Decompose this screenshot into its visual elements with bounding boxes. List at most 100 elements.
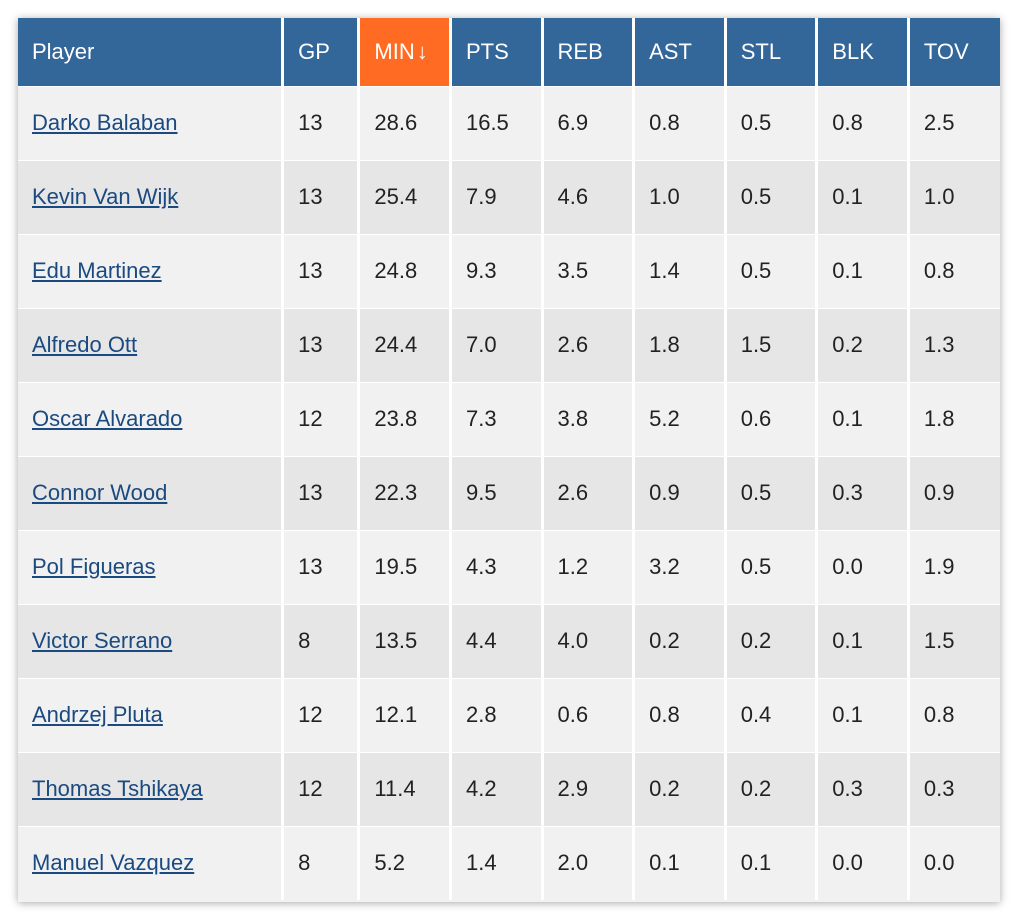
stat-cell-reb: 2.6 [542, 455, 636, 530]
column-header-gp[interactable]: GP [282, 18, 361, 86]
stat-cell-min: 12.1 [358, 677, 452, 752]
stat-cell-tov: 0.3 [908, 751, 1000, 826]
stat-cell-reb: 2.6 [542, 307, 636, 382]
stat-cell-reb: 2.9 [542, 751, 636, 826]
stat-cell-stl: 0.6 [725, 381, 819, 456]
player-name-link[interactable]: Edu Martinez [32, 258, 162, 283]
stat-cell-ast: 1.0 [633, 159, 727, 234]
stat-cell-tov: 0.0 [908, 825, 1000, 900]
stat-cell-blk: 0.3 [816, 455, 910, 530]
table-row: Kevin Van Wijk 13 25.4 7.9 4.6 1.0 0.5 0.1 1.0 [18, 159, 1000, 234]
player-name-link[interactable]: Victor Serrano [32, 628, 173, 653]
stat-cell-ast: 0.2 [633, 603, 727, 678]
player-cell: Thomas Tshikaya [18, 751, 285, 826]
stat-cell-reb: 2.0 [542, 825, 636, 900]
stat-cell-gp: 13 [282, 85, 361, 160]
stat-cell-pts: 7.3 [450, 381, 544, 456]
stat-cell-pts: 7.0 [450, 307, 544, 382]
stat-cell-blk: 0.1 [816, 233, 910, 308]
stat-cell-tov: 0.9 [908, 455, 1000, 530]
stat-cell-reb: 3.5 [542, 233, 636, 308]
stat-cell-gp: 13 [282, 529, 361, 604]
stat-cell-reb: 0.6 [542, 677, 636, 752]
stat-cell-stl: 0.5 [725, 529, 819, 604]
column-header-player[interactable]: Player [18, 18, 285, 86]
table-header-row: Player GP MIN↓ PTS REB AST STL BLK TOV [18, 18, 1000, 86]
stat-cell-pts: 7.9 [450, 159, 544, 234]
stat-cell-pts: 4.4 [450, 603, 544, 678]
stat-cell-ast: 0.1 [633, 825, 727, 900]
stat-cell-stl: 0.5 [725, 233, 819, 308]
stat-cell-ast: 0.8 [633, 677, 727, 752]
stat-cell-reb: 6.9 [542, 85, 636, 160]
stat-cell-blk: 0.0 [816, 825, 910, 900]
stat-cell-blk: 0.0 [816, 529, 910, 604]
stat-cell-gp: 8 [282, 603, 361, 678]
player-stats-table: Player GP MIN↓ PTS REB AST STL BLK TOV D… [18, 18, 1000, 900]
stat-cell-gp: 13 [282, 307, 361, 382]
column-header-label: MIN [374, 38, 415, 64]
player-name-link[interactable]: Alfredo Ott [32, 332, 138, 357]
column-header-pts[interactable]: PTS [450, 18, 544, 86]
stat-cell-min: 24.8 [358, 233, 452, 308]
stat-cell-min: 28.6 [358, 85, 452, 160]
player-name-link[interactable]: Connor Wood [32, 480, 168, 505]
table-row: Connor Wood 13 22.3 9.5 2.6 0.9 0.5 0.3 0.9 [18, 455, 1000, 530]
table-body: Darko Balaban 13 28.6 16.5 6.9 0.8 0.5 0.8 2.5 Ke… [18, 85, 1000, 900]
table-row: Manuel Vazquez 8 5.2 1.4 2.0 0.1 0.1 0.0 0.0 [18, 825, 1000, 900]
column-header-ast[interactable]: AST [633, 18, 727, 86]
stat-cell-ast: 5.2 [633, 381, 727, 456]
stat-cell-ast: 0.8 [633, 85, 727, 160]
stat-cell-gp: 12 [282, 677, 361, 752]
stat-cell-min: 22.3 [358, 455, 452, 530]
column-header-min[interactable]: MIN↓ [358, 18, 452, 86]
column-header-tov[interactable]: TOV [908, 18, 1000, 86]
column-header-label: AST [649, 38, 692, 64]
table-row: Victor Serrano 8 13.5 4.4 4.0 0.2 0.2 0.1 1.5 [18, 603, 1000, 678]
table-row: Thomas Tshikaya 12 11.4 4.2 2.9 0.2 0.2 0.3 0.3 [18, 751, 1000, 826]
stat-cell-blk: 0.1 [816, 603, 910, 678]
stat-cell-ast: 3.2 [633, 529, 727, 604]
stat-cell-pts: 4.3 [450, 529, 544, 604]
player-name-link[interactable]: Kevin Van Wijk [32, 184, 179, 209]
stat-cell-stl: 0.5 [725, 455, 819, 530]
table-row: Darko Balaban 13 28.6 16.5 6.9 0.8 0.5 0.8 2.5 [18, 85, 1000, 160]
stat-cell-reb: 1.2 [542, 529, 636, 604]
table-row: Pol Figueras 13 19.5 4.3 1.2 3.2 0.5 0.0 1.9 [18, 529, 1000, 604]
player-name-link[interactable]: Andrzej Pluta [32, 702, 163, 727]
player-name-link[interactable]: Manuel Vazquez [32, 850, 195, 876]
stat-cell-min: 24.4 [358, 307, 452, 382]
stat-cell-tov: 1.9 [908, 529, 1000, 604]
stat-cell-tov: 1.8 [908, 381, 1000, 456]
column-header-label: STL [740, 38, 782, 64]
stat-cell-blk: 0.1 [816, 159, 910, 234]
player-name-link[interactable]: Thomas Tshikaya [32, 776, 203, 801]
stat-cell-tov: 1.0 [908, 159, 1000, 234]
stat-cell-gp: 13 [282, 455, 361, 530]
column-header-reb[interactable]: REB [542, 18, 636, 86]
stat-cell-stl: 0.5 [725, 85, 819, 160]
table-row: Andrzej Pluta 12 12.1 2.8 0.6 0.8 0.4 0.1 0.8 [18, 677, 1000, 752]
stat-cell-stl: 1.5 [725, 307, 819, 382]
column-header-stl[interactable]: STL [725, 18, 819, 86]
stat-cell-blk: 0.8 [816, 85, 910, 160]
stat-cell-stl: 0.2 [725, 751, 819, 826]
stat-cell-ast: 0.2 [633, 751, 727, 826]
stat-cell-min: 25.4 [358, 159, 452, 234]
player-name-link[interactable]: Oscar Alvarado [32, 406, 183, 431]
column-header-blk[interactable]: BLK [816, 18, 910, 86]
column-header-label: Player [32, 38, 95, 64]
stat-cell-reb: 4.6 [542, 159, 636, 234]
player-cell: Pol Figueras [18, 529, 285, 604]
player-cell: Victor Serrano [18, 603, 285, 678]
sort-descending-arrow-icon: ↓ [416, 38, 428, 64]
stat-cell-tov: 1.5 [908, 603, 1000, 678]
stat-cell-min: 23.8 [358, 381, 452, 456]
player-cell: Kevin Van Wijk [18, 159, 285, 234]
player-name-link[interactable]: Pol Figueras [32, 554, 156, 579]
stat-cell-tov: 2.5 [908, 85, 1000, 160]
stat-cell-pts: 16.5 [450, 85, 544, 160]
player-name-link[interactable]: Darko Balaban [32, 110, 178, 135]
stat-cell-pts: 9.5 [450, 455, 544, 530]
stat-cell-blk: 0.1 [816, 381, 910, 456]
